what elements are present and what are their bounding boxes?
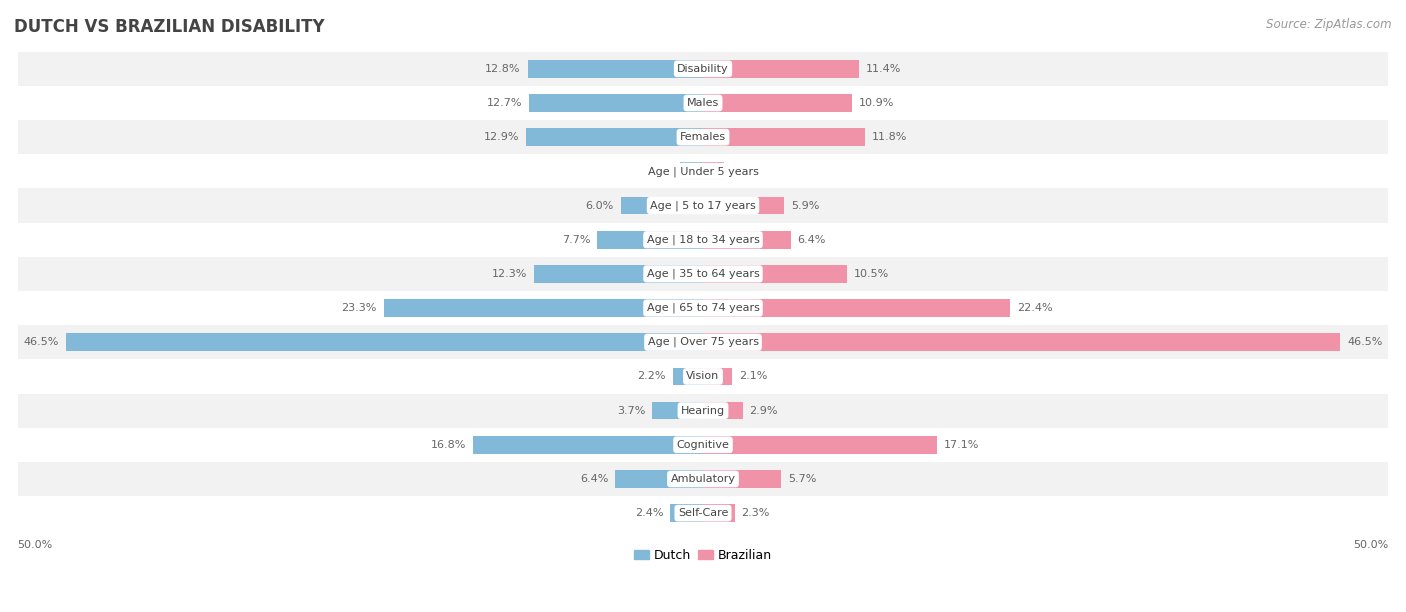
Bar	[18, 223, 1388, 257]
Legend: Dutch, Brazilian: Dutch, Brazilian	[630, 544, 776, 567]
Bar	[18, 257, 1388, 291]
Text: 1.7%: 1.7%	[644, 166, 673, 176]
Text: 6.0%: 6.0%	[586, 201, 614, 211]
Bar	[703, 470, 782, 488]
Bar	[527, 60, 703, 78]
Text: Disability: Disability	[678, 64, 728, 74]
Bar	[526, 129, 703, 146]
Bar	[18, 154, 1388, 188]
Bar	[621, 196, 703, 214]
Bar	[472, 436, 703, 453]
Text: 12.9%: 12.9%	[484, 132, 519, 142]
Bar	[703, 401, 742, 419]
Text: 17.1%: 17.1%	[945, 440, 980, 450]
Text: 12.7%: 12.7%	[486, 98, 522, 108]
Bar	[18, 291, 1388, 325]
Bar	[66, 334, 703, 351]
Text: Hearing: Hearing	[681, 406, 725, 416]
Bar	[703, 265, 846, 283]
Bar	[18, 325, 1388, 359]
Text: 7.7%: 7.7%	[562, 235, 591, 245]
Bar	[18, 428, 1388, 462]
Text: 5.7%: 5.7%	[787, 474, 817, 484]
Bar	[18, 188, 1388, 223]
Bar	[18, 462, 1388, 496]
Bar	[534, 265, 703, 283]
Text: 2.1%: 2.1%	[738, 371, 768, 381]
Text: Age | Over 75 years: Age | Over 75 years	[648, 337, 758, 348]
Text: 46.5%: 46.5%	[24, 337, 59, 347]
Text: 10.5%: 10.5%	[853, 269, 889, 279]
Bar	[673, 368, 703, 386]
Text: Vision: Vision	[686, 371, 720, 381]
Text: 11.4%: 11.4%	[866, 64, 901, 74]
Text: 2.4%: 2.4%	[634, 508, 664, 518]
Bar	[529, 94, 703, 112]
Text: 2.3%: 2.3%	[741, 508, 769, 518]
Bar	[18, 86, 1388, 120]
Text: 12.3%: 12.3%	[492, 269, 527, 279]
Text: Age | 18 to 34 years: Age | 18 to 34 years	[647, 234, 759, 245]
Text: 23.3%: 23.3%	[342, 303, 377, 313]
Text: 16.8%: 16.8%	[430, 440, 465, 450]
Bar	[18, 359, 1388, 394]
Bar	[671, 504, 703, 522]
Bar	[703, 436, 938, 453]
Bar	[703, 60, 859, 78]
Text: Ambulatory: Ambulatory	[671, 474, 735, 484]
Text: 3.7%: 3.7%	[617, 406, 645, 416]
Bar	[703, 504, 734, 522]
Text: Age | 5 to 17 years: Age | 5 to 17 years	[650, 200, 756, 211]
Bar	[703, 299, 1010, 317]
Bar	[703, 162, 724, 181]
Bar	[18, 52, 1388, 86]
Bar	[703, 368, 731, 386]
Bar	[703, 94, 852, 112]
Text: 50.0%: 50.0%	[1353, 540, 1388, 550]
Text: 2.9%: 2.9%	[749, 406, 778, 416]
Bar	[703, 231, 790, 248]
Bar	[598, 231, 703, 248]
Text: Age | 65 to 74 years: Age | 65 to 74 years	[647, 303, 759, 313]
Text: Self-Care: Self-Care	[678, 508, 728, 518]
Bar	[18, 394, 1388, 428]
Bar	[652, 401, 703, 419]
Text: 22.4%: 22.4%	[1017, 303, 1053, 313]
Text: 2.2%: 2.2%	[637, 371, 666, 381]
Bar	[18, 120, 1388, 154]
Bar	[703, 196, 785, 214]
Text: Females: Females	[681, 132, 725, 142]
Text: 10.9%: 10.9%	[859, 98, 894, 108]
Text: 6.4%: 6.4%	[581, 474, 609, 484]
Text: Cognitive: Cognitive	[676, 440, 730, 450]
Text: Males: Males	[688, 98, 718, 108]
Text: Age | Under 5 years: Age | Under 5 years	[648, 166, 758, 177]
Text: 50.0%: 50.0%	[18, 540, 53, 550]
Text: 11.8%: 11.8%	[872, 132, 907, 142]
Text: 6.4%: 6.4%	[797, 235, 825, 245]
Text: Source: ZipAtlas.com: Source: ZipAtlas.com	[1267, 18, 1392, 31]
Text: 46.5%: 46.5%	[1347, 337, 1382, 347]
Bar	[679, 162, 703, 181]
Bar	[703, 129, 865, 146]
Text: DUTCH VS BRAZILIAN DISABILITY: DUTCH VS BRAZILIAN DISABILITY	[14, 18, 325, 36]
Text: 1.5%: 1.5%	[730, 166, 759, 176]
Bar	[18, 496, 1388, 530]
Text: Age | 35 to 64 years: Age | 35 to 64 years	[647, 269, 759, 279]
Bar	[384, 299, 703, 317]
Bar	[616, 470, 703, 488]
Bar	[703, 334, 1340, 351]
Text: 5.9%: 5.9%	[790, 201, 820, 211]
Text: 12.8%: 12.8%	[485, 64, 520, 74]
